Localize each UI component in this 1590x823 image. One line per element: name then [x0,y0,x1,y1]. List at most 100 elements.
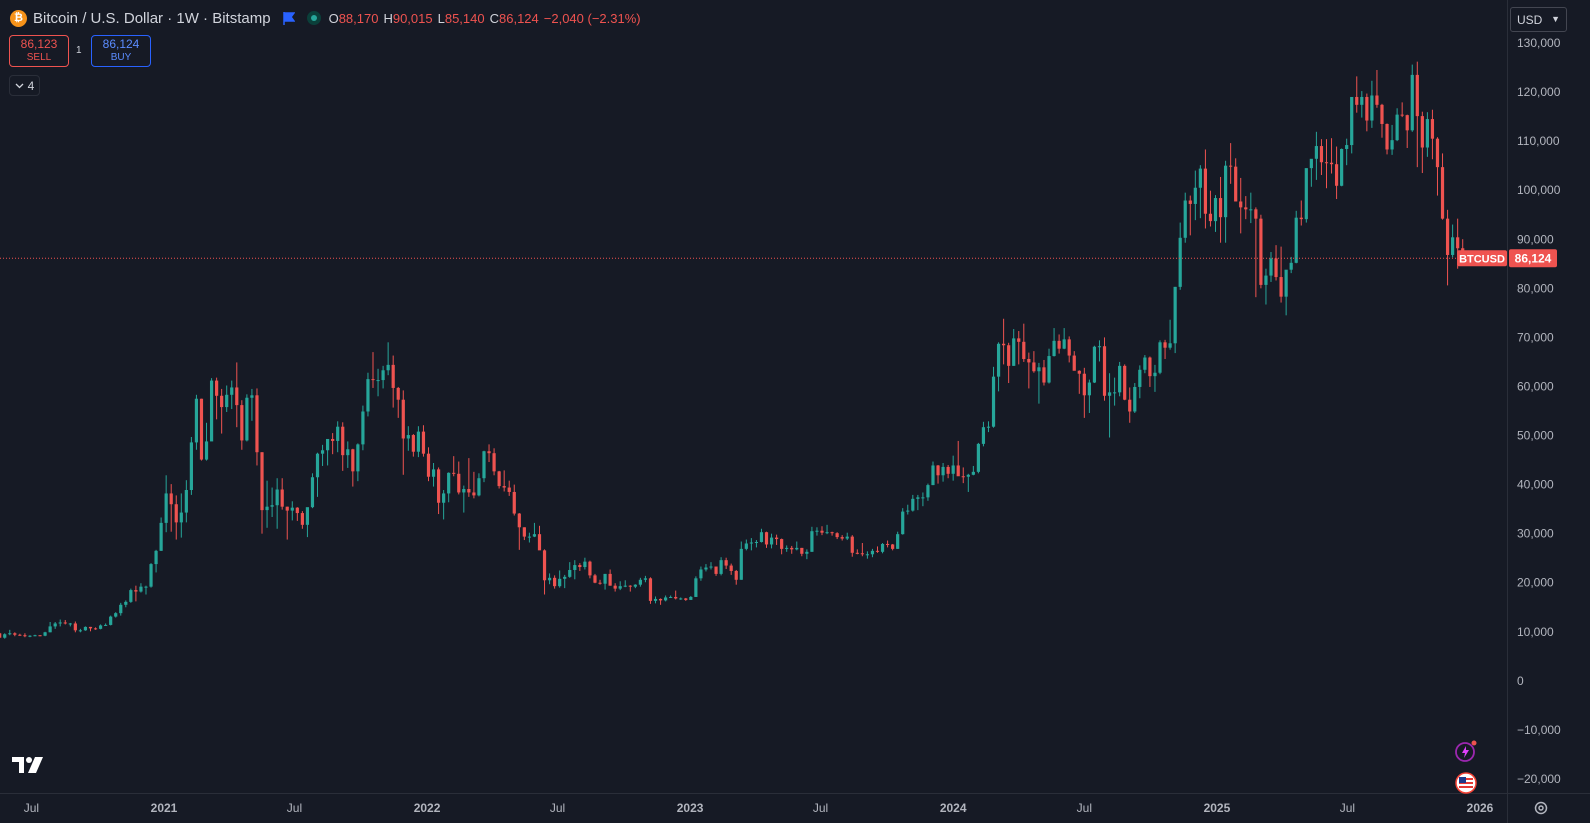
candle-body [38,635,42,637]
candle-body [512,491,516,514]
candle [472,471,476,499]
candle [810,526,814,552]
candle [1274,245,1278,281]
candle [739,541,743,580]
candle [986,421,991,433]
candle-body [1244,207,1248,210]
candle [926,483,930,501]
candle-body [477,478,481,496]
candle [921,492,925,507]
candle [1350,96,1354,154]
tradingview-logo[interactable] [12,757,44,775]
candle [1097,340,1102,362]
candle [341,422,345,471]
candle-body [860,553,864,555]
candle [1203,149,1208,229]
candle [442,489,446,520]
currency-selector[interactable]: USD ▼ [1510,7,1567,32]
candle-body [411,435,415,452]
indicators-toggle-button[interactable]: 4 [9,75,40,96]
candle-body [633,584,637,587]
spread-value: 1 [76,45,82,56]
candle [396,386,400,418]
buy-button[interactable]: 86,124 BUY [91,35,151,67]
candle-body [820,530,824,533]
candle-body [936,465,940,476]
candle-body [436,469,441,503]
candle-body [643,578,648,580]
candle [815,527,819,536]
market-status-icon[interactable] [306,11,321,25]
candle [1178,222,1182,290]
time-tick-label: Jul [287,801,302,815]
candle [149,563,153,588]
candle-body [542,550,547,581]
candle-body [396,387,400,400]
candle [1244,196,1248,220]
candle [709,562,713,570]
candle-body [1340,148,1344,186]
candle [522,527,526,541]
candle-body [295,507,299,514]
candle [754,540,759,548]
candle-body [1168,343,1172,348]
candle [1329,138,1334,174]
candle [679,597,683,600]
candle-body [749,542,753,544]
candle-body [865,554,870,556]
us-flag-icon[interactable] [1455,772,1477,794]
candle [593,573,597,584]
candle-body [265,506,269,511]
candle [366,372,370,417]
candle [270,487,274,517]
candle-body [336,426,340,441]
candle-body [598,582,602,584]
candle [235,362,239,428]
candle-body [1284,269,1288,297]
candle-body [608,573,612,586]
candle-body [48,626,52,633]
candle [124,600,128,608]
candle-body [78,630,82,632]
price-tick-label: 0 [1517,674,1524,688]
ai-assistant-icon[interactable] [1453,740,1479,762]
candle-body [452,472,456,474]
time-axis-border [0,793,1590,794]
candle [189,437,193,495]
candle [452,456,456,477]
candle [694,576,698,597]
candle [482,450,486,483]
candle-body [184,489,188,513]
candle [1027,352,1031,389]
candle-body [1183,200,1187,238]
candle [1289,256,1293,274]
gear-icon[interactable] [1533,800,1549,816]
sell-button[interactable]: 86,123 SELL [9,35,69,67]
candle-body [845,536,849,539]
candle-body [376,380,380,382]
candle [260,452,264,534]
symbol-title[interactable]: Bitcoin / U.S. Dollar · 1W · Bitstamp [33,9,271,27]
candle [885,540,890,548]
candle [532,522,537,538]
candle [386,342,390,376]
candle-body [1102,346,1107,396]
candle-body [603,573,607,584]
symbol-price-tag[interactable]: BTCUSD [1457,250,1507,267]
candle [1319,139,1324,175]
flag-icon[interactable] [282,11,295,25]
candle [674,590,678,600]
candle-body [240,405,244,441]
candle-body [442,493,446,503]
candle-body [1128,399,1132,412]
time-tick-label: 2023 [677,801,704,815]
candle-body [714,566,718,574]
candle-body [724,560,728,566]
candle [295,507,299,521]
candle-body [144,586,148,588]
candle-body [840,537,844,539]
candle [563,574,567,589]
candle-body [1163,342,1167,348]
candle [1304,168,1308,223]
